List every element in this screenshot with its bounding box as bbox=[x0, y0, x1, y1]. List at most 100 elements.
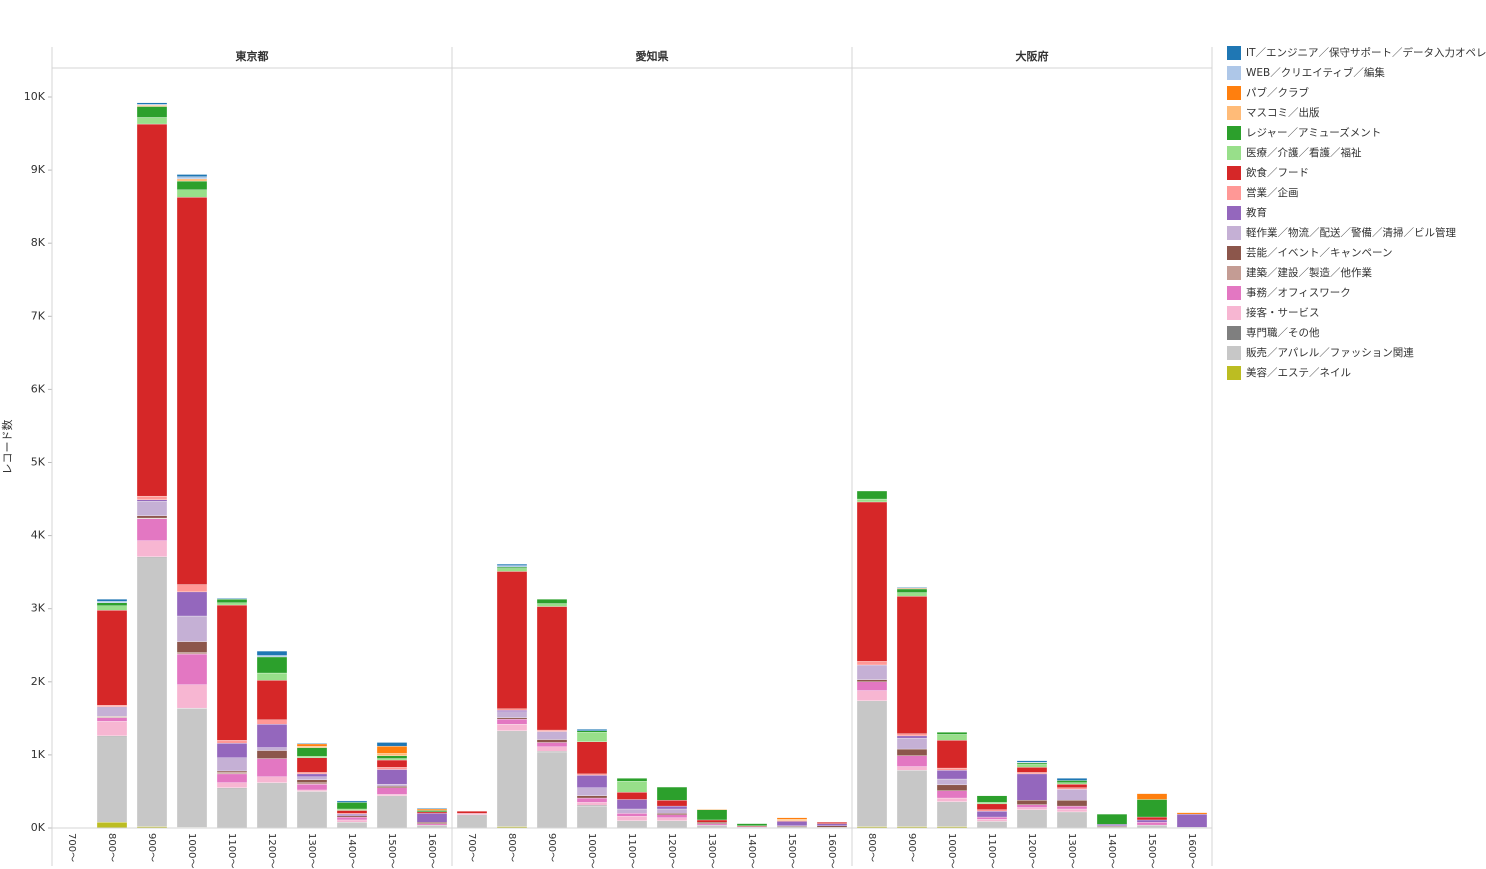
y-tick-label: 3K bbox=[31, 602, 46, 615]
x-tick-label: 1100～ bbox=[986, 833, 997, 868]
bar-segment bbox=[176, 174, 208, 177]
bar-segment bbox=[96, 605, 128, 611]
bar-segment bbox=[96, 717, 128, 722]
bar-segment bbox=[936, 790, 968, 799]
legend-label: レジャー／アミューズメント bbox=[1246, 126, 1381, 139]
bar-segment bbox=[1016, 762, 1048, 765]
bar-segment bbox=[256, 680, 288, 720]
x-tick-label: 1200～ bbox=[666, 833, 677, 868]
bar-segment bbox=[496, 730, 528, 827]
bar-segment bbox=[136, 495, 168, 500]
bar-segment bbox=[1056, 800, 1088, 807]
y-tick-label: 4K bbox=[31, 529, 46, 542]
bar-segment bbox=[776, 817, 808, 820]
bar-segment bbox=[1056, 789, 1088, 801]
x-tick-label: 1600～ bbox=[826, 833, 837, 868]
bar-segment bbox=[376, 787, 408, 795]
bar-segment bbox=[176, 641, 208, 653]
legend-swatch bbox=[1227, 346, 1241, 360]
bar-segment bbox=[616, 778, 648, 782]
bar-segment bbox=[176, 180, 208, 190]
bar-segment bbox=[896, 737, 928, 750]
y-tick-label: 7K bbox=[31, 309, 46, 322]
bar-segment bbox=[336, 813, 368, 816]
bar-segment bbox=[216, 782, 248, 788]
bar-segment bbox=[856, 690, 888, 701]
bar-segment bbox=[536, 729, 568, 732]
bar-segment bbox=[976, 803, 1008, 810]
bar-segment bbox=[416, 822, 448, 824]
legend-label: パブ／クラブ bbox=[1246, 86, 1309, 99]
x-tick-label: 800～ bbox=[106, 833, 117, 862]
x-tick-label: 1300～ bbox=[1066, 833, 1077, 868]
x-tick-label: 800～ bbox=[866, 833, 877, 862]
bar-segment bbox=[96, 822, 128, 829]
bar-segment bbox=[416, 808, 448, 810]
bar-segment bbox=[296, 773, 328, 777]
bar-segment bbox=[296, 756, 328, 758]
bar-segment bbox=[296, 743, 328, 747]
bar-segment bbox=[136, 123, 168, 497]
bar-segment bbox=[496, 568, 528, 572]
bar-segment bbox=[456, 814, 488, 829]
bar-segment bbox=[336, 816, 368, 821]
legend-swatch bbox=[1227, 246, 1241, 260]
bar-segment bbox=[576, 805, 608, 829]
bar-segment bbox=[336, 800, 368, 803]
bar-segment bbox=[296, 791, 328, 829]
bar-segment bbox=[696, 808, 728, 810]
bar-segment bbox=[216, 773, 248, 783]
bar-segment bbox=[1016, 800, 1048, 805]
bar-segment bbox=[376, 742, 408, 747]
y-tick-label: 5K bbox=[31, 456, 46, 469]
bar-segment bbox=[696, 819, 728, 823]
bar-segment bbox=[296, 789, 328, 792]
bar-segment bbox=[936, 740, 968, 769]
bar-segment bbox=[1136, 793, 1168, 800]
bar-segment bbox=[616, 820, 648, 829]
x-tick-label: 800～ bbox=[506, 833, 517, 862]
bar-segment bbox=[976, 809, 1008, 812]
bar-segment bbox=[856, 681, 888, 691]
bar-segment bbox=[616, 813, 648, 817]
bar-segment bbox=[176, 615, 208, 642]
bar-segment bbox=[496, 710, 528, 712]
bar-segment bbox=[536, 599, 568, 604]
bar-segment bbox=[616, 816, 648, 821]
bar-segment bbox=[136, 501, 168, 517]
legend-label: 建築／建設／製造／他作業 bbox=[1246, 266, 1372, 279]
bar-segment bbox=[136, 102, 168, 105]
bar-segment bbox=[136, 117, 168, 125]
bar-segment bbox=[336, 810, 368, 814]
bar-segment bbox=[1056, 778, 1088, 781]
bar-segment bbox=[336, 819, 368, 823]
bar-segment bbox=[696, 822, 728, 824]
bar-segment bbox=[976, 802, 1008, 805]
legend-swatch bbox=[1227, 366, 1241, 380]
bar-segment bbox=[816, 823, 848, 826]
bar-segment bbox=[296, 776, 328, 780]
bar-segment bbox=[656, 808, 688, 814]
bar-segment bbox=[376, 783, 408, 787]
x-tick-label: 1600～ bbox=[426, 833, 437, 868]
bar-segment bbox=[976, 819, 1008, 822]
bar-segment bbox=[96, 610, 128, 706]
bar-segment bbox=[576, 802, 608, 806]
bar-segment bbox=[96, 706, 128, 717]
bar-segment bbox=[176, 652, 208, 655]
bar-segment bbox=[1016, 760, 1048, 763]
bar-segment bbox=[216, 788, 248, 829]
bar-segment bbox=[216, 757, 248, 772]
bar-segment bbox=[376, 794, 408, 796]
bar-segment bbox=[536, 739, 568, 743]
bar-segment bbox=[696, 809, 728, 821]
bar-segment bbox=[176, 179, 208, 182]
bar-segment bbox=[896, 766, 928, 771]
y-tick-label: 8K bbox=[31, 236, 46, 249]
bar-segment bbox=[1016, 772, 1048, 775]
bar-segment bbox=[216, 604, 248, 741]
bar-segment bbox=[896, 587, 928, 589]
panel-title: 愛知県 bbox=[636, 49, 669, 63]
bar-segment bbox=[576, 775, 608, 788]
